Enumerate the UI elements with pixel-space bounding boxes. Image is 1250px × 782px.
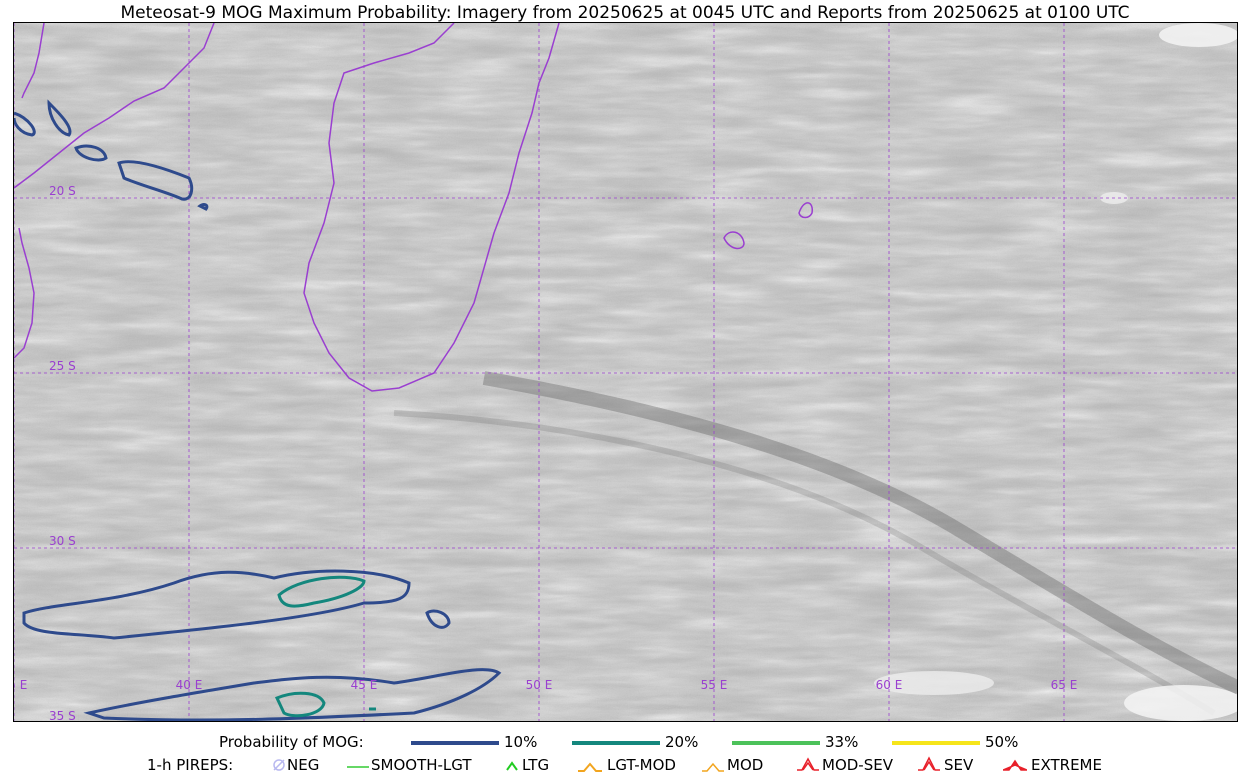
extreme-label: EXTREME	[1031, 756, 1102, 774]
lgt-mod-label: LGT-MOD	[607, 756, 676, 774]
prob-10-label: 10%	[504, 733, 538, 751]
prob-33-swatch	[732, 741, 820, 745]
latitude-label: 25 S	[49, 359, 76, 373]
contour-10	[117, 160, 194, 201]
satellite-map: 35 E 40 E 45 E 50 E 55 E 60 E 65 E 20 S 25 S 30 …	[13, 22, 1238, 722]
contour-10	[14, 111, 36, 137]
lgt-mod-icon	[578, 761, 602, 773]
probability-legend: Probability of MOG: 10% 20% 33% 50%	[0, 733, 1250, 753]
imagery-grain	[14, 23, 1237, 721]
graticule	[14, 23, 1237, 721]
coastlines	[14, 23, 813, 392]
longitude-label: 55 E	[701, 678, 728, 692]
mod-sev-icon	[797, 756, 819, 772]
coast-fragment	[21, 23, 45, 99]
ltg-icon	[505, 760, 519, 772]
neg-label: NEG	[287, 756, 320, 774]
extreme-icon	[1003, 758, 1027, 772]
prob-10-swatch	[411, 741, 499, 745]
pirep-legend-title: 1-h PIREPS:	[147, 756, 234, 774]
prob-20-swatch	[572, 741, 660, 745]
bright-cloud	[874, 671, 994, 695]
dark-cloud-band-2	[393, 410, 1216, 716]
contour-20	[274, 691, 326, 718]
longitude-labels: 35 E 40 E 45 E 50 E 55 E 60 E 65 E	[14, 678, 1077, 692]
mog-contours-10	[14, 99, 502, 721]
prob-50-swatch	[892, 741, 980, 745]
bright-cloud	[1159, 23, 1237, 47]
smooth-lgt-icon	[347, 765, 369, 769]
longitude-label: 65 E	[1051, 678, 1078, 692]
probability-legend-title: Probability of MOG:	[219, 733, 364, 751]
longitude-label: 60 E	[876, 678, 903, 692]
map-canvas: 35 E 40 E 45 E 50 E 55 E 60 E 65 E 20 S 25 S 30 …	[14, 23, 1237, 722]
chart-title: Meteosat-9 MOG Maximum Probability: Imag…	[120, 3, 1130, 23]
latitude-label: 30 S	[49, 534, 76, 548]
prob-50-label: 50%	[985, 733, 1019, 751]
ltg-label: LTG	[522, 756, 550, 774]
sev-label: SEV	[944, 756, 974, 774]
contour-10	[47, 99, 72, 137]
contour-10	[425, 609, 451, 629]
reunion-coast	[723, 231, 745, 250]
longitude-label: 45 E	[351, 678, 378, 692]
mozambique-coast	[14, 227, 35, 359]
dark-cloud-band	[482, 371, 1237, 695]
contour-10	[22, 569, 411, 640]
madagascar-coast	[303, 23, 560, 392]
smooth-lgt-label: SMOOTH-LGT	[371, 756, 472, 774]
longitude-label: 35 E	[14, 678, 27, 692]
sev-icon	[918, 756, 940, 772]
contour-10	[197, 203, 209, 211]
bright-cloud	[1124, 685, 1237, 721]
mod-sev-label: MOD-SEV	[822, 756, 893, 774]
latitude-labels: 20 S 25 S 30 S 35 S	[49, 184, 76, 722]
neg-icon	[272, 758, 286, 772]
longitude-label: 50 E	[526, 678, 553, 692]
contour-10	[74, 144, 108, 162]
longitude-label: 40 E	[176, 678, 203, 692]
contour-20	[277, 575, 366, 608]
latitude-label: 35 S	[49, 709, 76, 722]
mog-contours-20	[274, 575, 376, 718]
mod-icon	[702, 761, 724, 773]
africa-coast	[14, 23, 215, 189]
mauritius-coast	[798, 202, 813, 219]
pirep-legend: 1-h PIREPS: NEG SMOOTH-LGT LTG LGT-MOD M…	[0, 756, 1250, 776]
contour-10	[83, 668, 502, 721]
mod-label: MOD	[727, 756, 764, 774]
prob-33-label: 33%	[825, 733, 859, 751]
latitude-label: 20 S	[49, 184, 76, 198]
prob-20-label: 20%	[665, 733, 699, 751]
